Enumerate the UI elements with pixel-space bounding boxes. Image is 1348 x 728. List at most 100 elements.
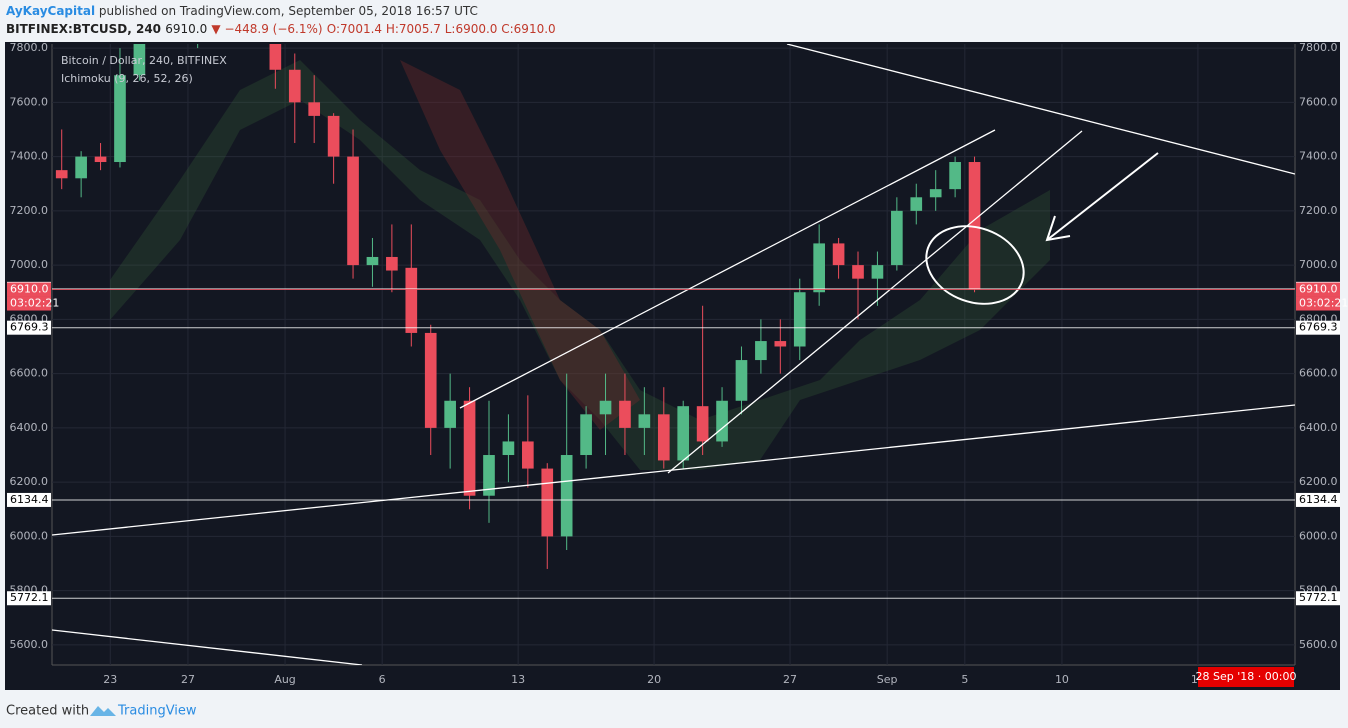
price-label: 6134.4: [10, 493, 49, 506]
candle-body: [114, 75, 126, 163]
candle-body: [94, 156, 107, 163]
arrow-head: [1045, 215, 1071, 242]
price-label-box: [7, 492, 51, 507]
trend-line: [667, 130, 1083, 474]
y-tick-label: 7800.0: [1299, 41, 1338, 54]
ichimoku: [110, 60, 1050, 470]
trend-line: [459, 129, 996, 409]
price-label: 6134.4: [1299, 493, 1338, 506]
y-tick-label: 5600.0: [10, 638, 49, 651]
candle-body: [366, 256, 379, 266]
x-tick-label: 13: [511, 673, 525, 686]
legend-indicator: Ichimoku (9, 26, 52, 26): [61, 72, 193, 85]
last-price: 6910.0: [165, 22, 208, 36]
price-label-box: [1296, 591, 1340, 606]
drawings: [52, 44, 1295, 665]
candle-body: [735, 360, 748, 401]
price-label-box: [1296, 281, 1340, 296]
candle-body: [288, 69, 301, 103]
symbol: BITFINEX:BTCUSD, 240: [6, 22, 162, 36]
legend-title: Bitcoin / Dollar, 240, BITFINEX: [61, 54, 227, 67]
x-tick-label: 10: [1055, 673, 1069, 686]
candle-body: [463, 400, 476, 496]
candle-body: [347, 156, 359, 266]
y-tick-label: 7200.0: [10, 204, 49, 217]
price-label: 5772.1: [10, 591, 49, 604]
y-tick-label: 7400.0: [10, 150, 49, 163]
header: AyKayCapital published on TradingView.co…: [6, 4, 478, 18]
price-label: 6769.3: [10, 321, 49, 334]
candle-body: [871, 265, 884, 279]
symbol-line: BITFINEX:BTCUSD, 240 6910.0 ▼ −448.9 (−6…: [6, 22, 556, 36]
candle-body: [929, 189, 942, 198]
chart-background: [5, 42, 1340, 690]
candle-body: [638, 414, 651, 428]
price-label: 6910.0: [1299, 283, 1338, 296]
y-tick-label: 6000.0: [10, 529, 49, 542]
candle-body: [522, 441, 534, 469]
candle-body: [502, 441, 515, 456]
y-tick-label: 6800.0: [10, 312, 49, 325]
price-label: 6910.0: [10, 283, 49, 296]
y-tick-label: 6200.0: [10, 475, 49, 488]
y-tick-label: 5800.0: [1299, 584, 1338, 597]
price-label: 6912.5: [10, 282, 49, 295]
y-tick-label: 6400.0: [1299, 421, 1338, 434]
x-tick-label: 20: [647, 673, 661, 686]
y-tick-label: 5600.0: [1299, 638, 1338, 651]
candle-body: [755, 341, 767, 361]
y-tick-label: 5800.0: [10, 584, 49, 597]
candle-body: [55, 170, 68, 179]
y-tick-label: 7200.0: [1299, 204, 1338, 217]
y-tick-label: 7600.0: [10, 95, 49, 108]
x-tick-label: 17: [1191, 673, 1205, 686]
x-tick-label: 27: [181, 673, 195, 686]
highlight-ellipse: [925, 225, 1025, 305]
y-tick-label: 6600.0: [1299, 367, 1338, 380]
trend-line: [52, 404, 1295, 536]
footer-created: Created with: [6, 704, 89, 719]
change: ▼ −448.9 (−6.1%): [211, 22, 323, 36]
y-tick-label: 7000.0: [1299, 258, 1338, 271]
y-tick-label: 7400.0: [1299, 150, 1338, 163]
cursor-date-box: [1198, 667, 1294, 687]
candle-body: [949, 162, 961, 190]
author[interactable]: AyKayCapital: [6, 4, 96, 18]
x-tick-label: 27: [783, 673, 797, 686]
price-label-box: [1296, 282, 1340, 297]
logo: [90, 706, 116, 716]
price-label-box: [7, 281, 51, 296]
candle-body: [560, 455, 573, 537]
x-tick-label: Aug: [274, 673, 295, 686]
candle-body: [386, 256, 398, 271]
x-tick-label: 23: [103, 673, 117, 686]
candle-body: [968, 162, 981, 290]
price-label-box: [7, 282, 51, 297]
y-tick-label: 6000.0: [1299, 529, 1338, 542]
candle-body: [832, 243, 845, 266]
candle-body: [483, 455, 495, 496]
candle-body: [599, 400, 612, 415]
price-label: 6769.3: [1299, 321, 1338, 334]
candle-body: [541, 468, 554, 537]
trend-line: [52, 629, 363, 665]
candle-body: [75, 156, 87, 179]
candle-body: [327, 115, 340, 157]
candle-body: [657, 414, 670, 461]
price-label-box: [7, 320, 51, 335]
trend-line: [786, 44, 1295, 175]
published: published on TradingView.com, September …: [98, 4, 478, 18]
price-label: 5772.1: [1299, 591, 1338, 604]
footer-brand[interactable]: TradingView: [117, 704, 197, 719]
y-tick-label: 7600.0: [1299, 95, 1338, 108]
candle-body: [813, 243, 825, 293]
price-label-box: [1296, 320, 1340, 335]
price-label-box: [7, 591, 51, 606]
price-label: 6912.5: [1299, 282, 1338, 295]
candle-body: [774, 341, 787, 347]
price-label-box: [1296, 492, 1340, 507]
candle-body: [910, 197, 923, 211]
countdown: 03:02:21: [10, 297, 59, 310]
